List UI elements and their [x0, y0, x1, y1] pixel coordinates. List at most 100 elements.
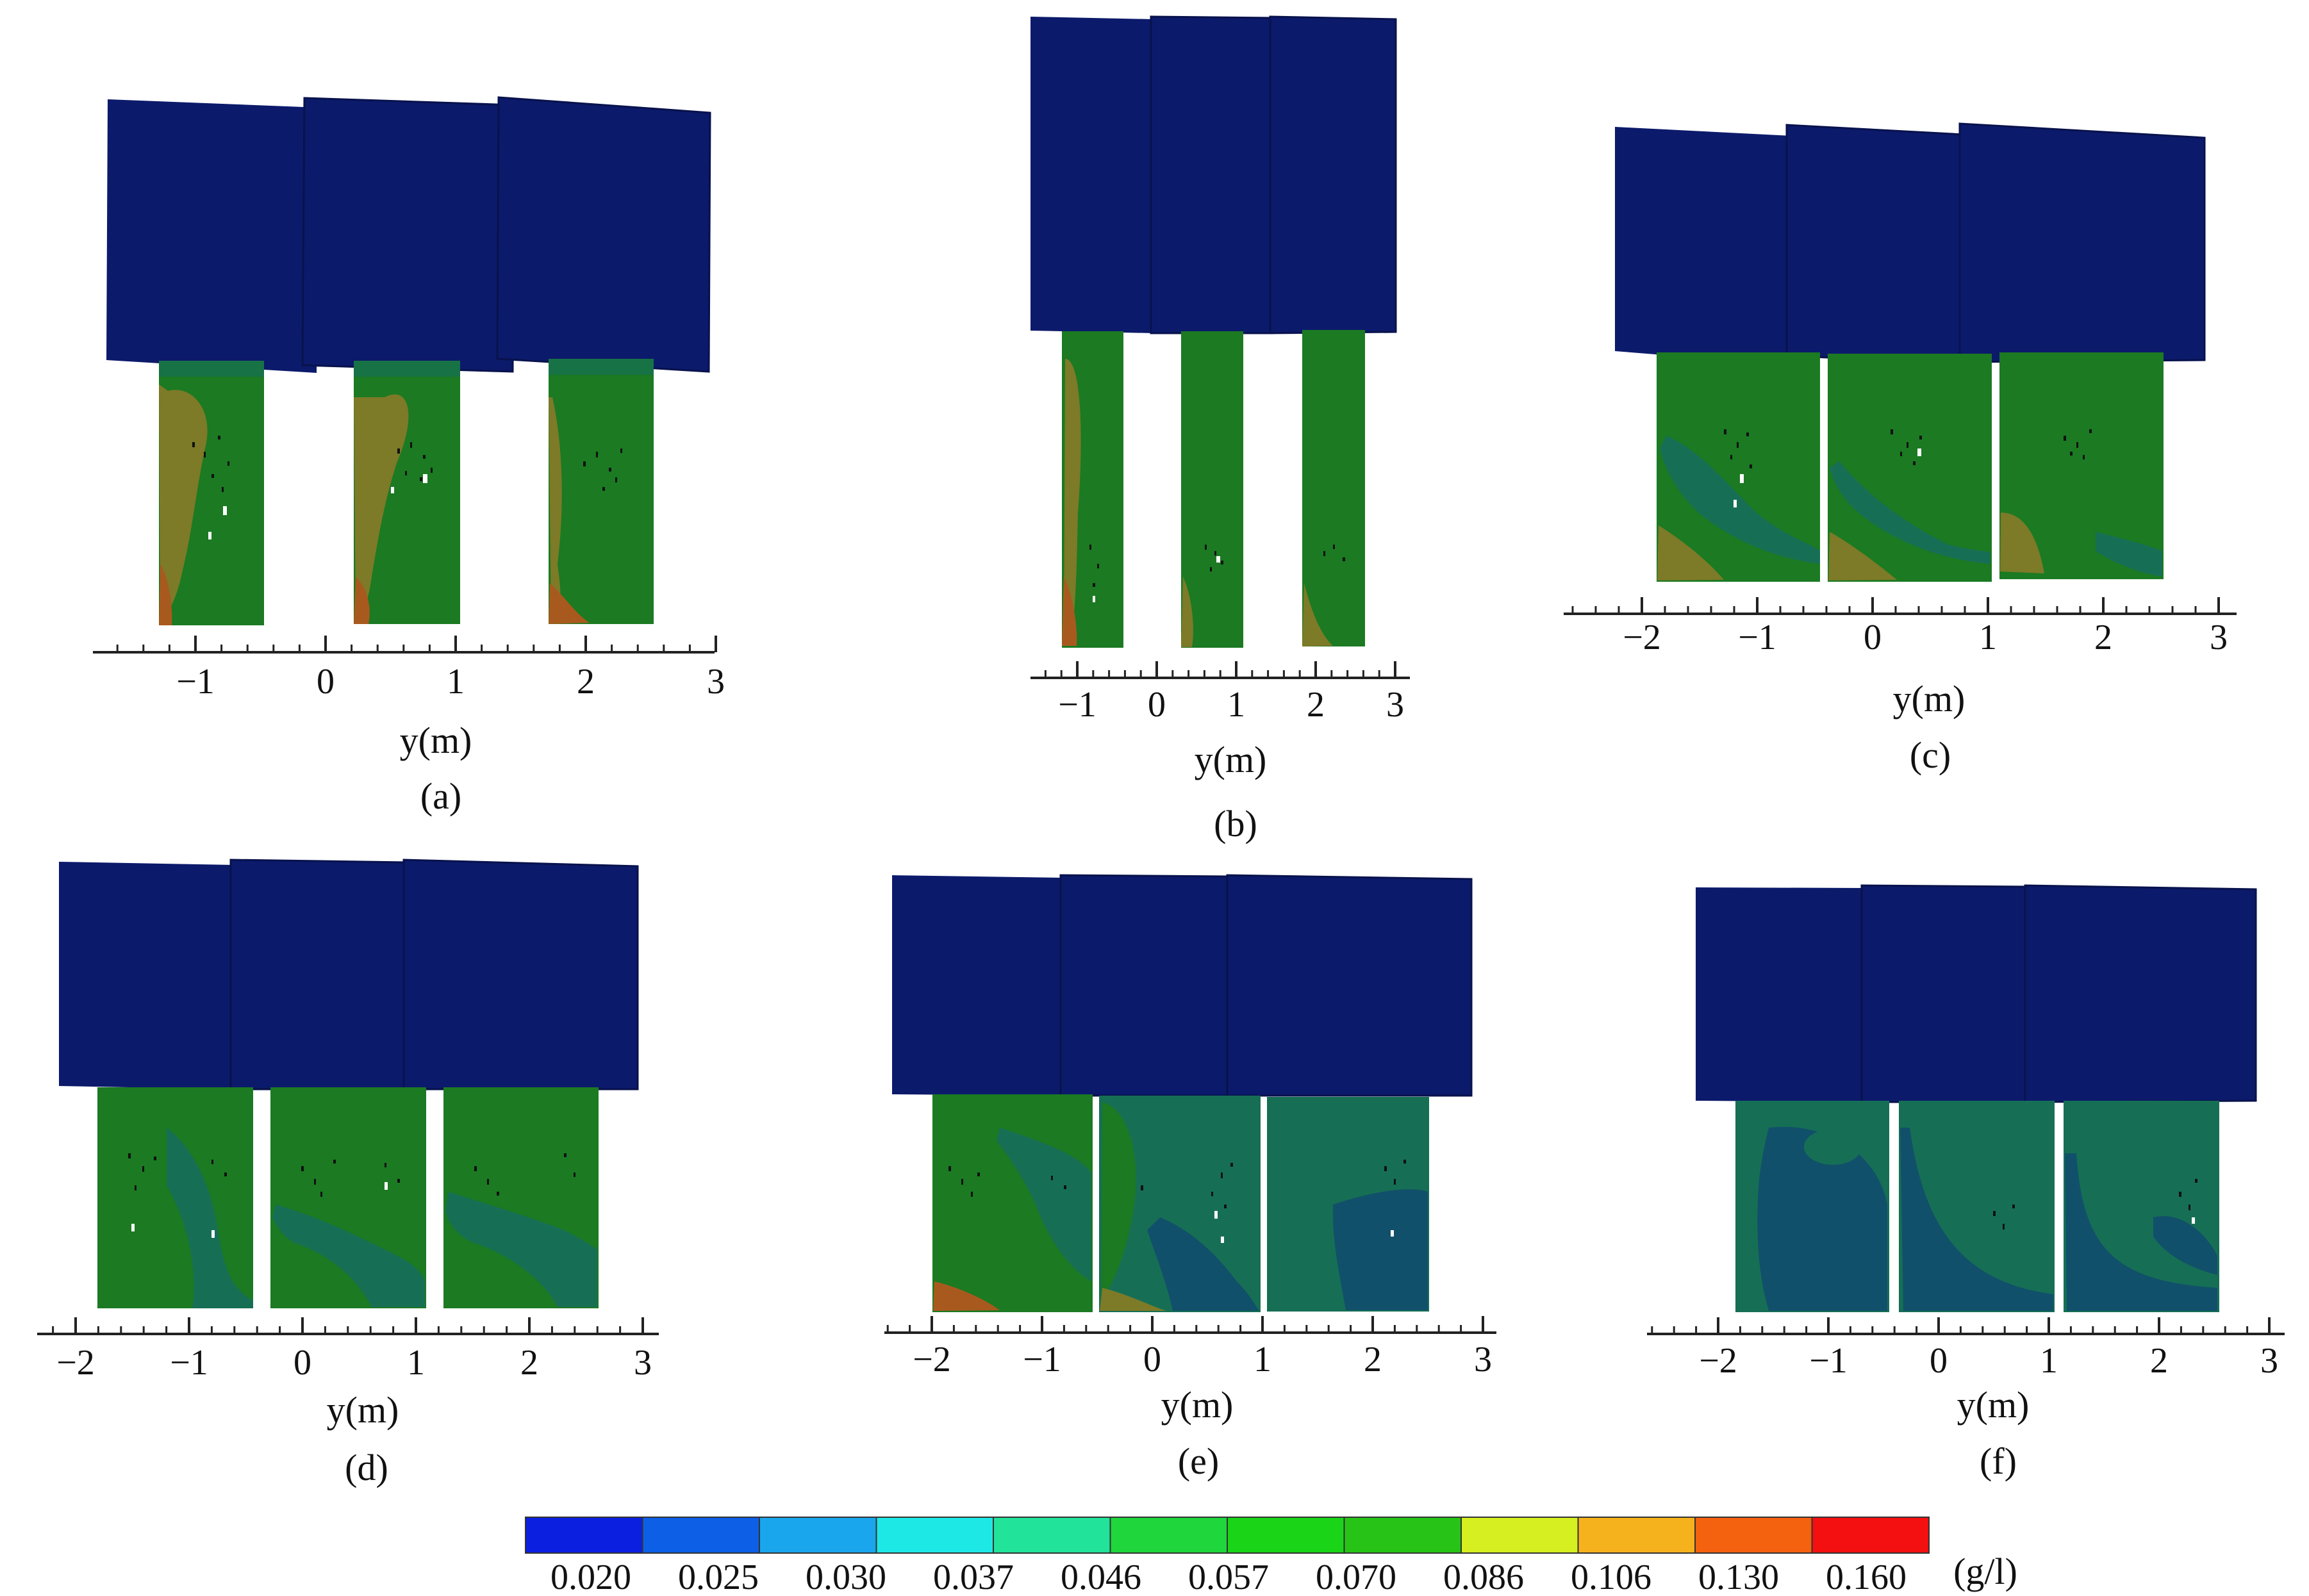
panel-d-roof [59, 859, 639, 1090]
colorbar-swatch [1227, 1517, 1345, 1554]
colorbar-level-label: 0.106 [1571, 1558, 1651, 1596]
panel-b-roof-slab-3 [1269, 15, 1397, 334]
panel-f-tube-2 [1899, 1101, 2055, 1312]
panel-f-tick-label: 2 [2150, 1341, 2168, 1381]
panel-e-tube-2 [1099, 1096, 1261, 1312]
panel-e-tube-1-markers [948, 1166, 1066, 1197]
panel-d-tick-label: 3 [634, 1343, 652, 1383]
panel-e-axis: −2 −1 0 1 2 3 [884, 1316, 1496, 1379]
panel-d-tube-2-markers [301, 1160, 400, 1197]
colorbar-level-label: 0.057 [1188, 1558, 1269, 1596]
panel-e-roof-slab-3 [1226, 874, 1473, 1097]
panel-f-roof-slab-1 [1696, 887, 1865, 1102]
panel-d-roof-slab-2 [229, 859, 408, 1090]
colorbar-labels: 0.020 0.025 0.030 0.037 0.046 0.057 0.070 0.086… [550, 1558, 1907, 1596]
colorbar-swatch [1109, 1517, 1228, 1554]
panel-d: −2 −1 0 1 2 3 y(m) (d) [37, 859, 659, 1488]
panel-e-axis-title: y(m) [1161, 1384, 1234, 1426]
panel-a-roof-slab-1 [106, 99, 319, 373]
colorbar-swatch [1461, 1517, 1579, 1554]
panel-f-label: (f) [1980, 1440, 2017, 1482]
colorbar-level-label: 0.025 [678, 1558, 759, 1596]
panel-f-roof [1696, 884, 2257, 1103]
panel-a-tube-2 [354, 361, 460, 624]
panel-c-tube-1-markers [1724, 429, 1752, 468]
panel-b-roof-slab-2 [1150, 15, 1274, 334]
panel-e-tick-label: −2 [913, 1340, 951, 1379]
colorbar-swatches [525, 1517, 1930, 1554]
panel-d-tube-2 [270, 1087, 426, 1308]
panel-f-axis-title: y(m) [1957, 1384, 2030, 1426]
panel-d-label: (d) [345, 1447, 388, 1488]
panel-e-tube-1 [932, 1094, 1093, 1312]
panel-f-tube-1 [1735, 1101, 1889, 1312]
panel-c: −2 −1 0 1 2 3 y(m) (c) [1564, 122, 2237, 776]
panel-d-tick-label: −1 [170, 1343, 208, 1383]
panel-a-tick-label: 0 [317, 662, 335, 702]
colorbar-swatch [759, 1517, 877, 1554]
panel-b-tube-2-markers [1205, 545, 1223, 572]
panel-d-tick-label: 0 [294, 1343, 311, 1383]
panel-c-tube-1 [1657, 352, 1820, 582]
panel-b-axis: −1 0 1 2 3 [1030, 661, 1410, 725]
panel-a-tube-3 [549, 359, 654, 624]
colorbar-swatch [875, 1517, 994, 1554]
panel-f-tube-3-markers [2179, 1179, 2197, 1210]
colorbar-level-label: 0.046 [1061, 1558, 1141, 1596]
panel-b-tube-1-markers [1089, 545, 1099, 587]
panel-b-tube-3 [1302, 330, 1365, 646]
colorbar-level-label: 0.037 [933, 1558, 1014, 1596]
panel-a-axis: −1 0 1 2 3 [93, 636, 725, 702]
panel-e-roof-slab-2 [1059, 874, 1232, 1097]
colorbar-level-label: 0.086 [1443, 1558, 1524, 1596]
panel-c-roof-slab-1 [1615, 127, 1791, 365]
panel-e-roof [892, 874, 1473, 1097]
panel-c-tick-label: −2 [1623, 618, 1661, 657]
panel-c-tube-2-markers [1891, 429, 1922, 465]
panel-b-tube-1 [1062, 331, 1123, 648]
colorbar-swatch [1577, 1517, 1696, 1554]
colorbar-swatch [1811, 1517, 1930, 1554]
panel-d-axis-title: y(m) [327, 1389, 399, 1431]
panel-b-tick-label: 0 [1148, 685, 1166, 725]
panel-c-roof-slab-3 [1958, 122, 2206, 363]
panel-c-tick-label: 0 [1864, 618, 1882, 657]
colorbar-swatch [525, 1517, 643, 1554]
colorbar-swatch [1694, 1517, 1813, 1554]
colorbar-level-label: 0.160 [1826, 1558, 1907, 1596]
panel-e-tube-3-markers [1384, 1160, 1406, 1185]
panel-e-tick-label: 3 [1474, 1340, 1492, 1379]
panel-f-tick-label: 0 [1930, 1341, 1948, 1381]
panel-d-tube-3-markers [474, 1153, 575, 1196]
panel-e-tube-2-markers [1141, 1163, 1233, 1208]
panel-f-axis: −2 −1 0 1 2 3 [1647, 1317, 2285, 1381]
panel-a-tick-label: 1 [447, 662, 465, 702]
panel-d-axis: −2 −1 0 1 2 3 [37, 1317, 659, 1383]
panel-a-tube-1 [159, 361, 264, 625]
panel-b-tick-label: 2 [1307, 685, 1325, 725]
panel-b-tick-label: −1 [1058, 685, 1097, 725]
panel-c-tick-label: 1 [1979, 618, 1997, 657]
panel-c-roof [1615, 122, 2206, 365]
panel-e-roof-slab-1 [892, 875, 1064, 1096]
panel-f-roof-slab-3 [2024, 884, 2257, 1103]
colorbar-level-label: 0.070 [1316, 1558, 1396, 1596]
panel-b-tick-label: 1 [1227, 685, 1245, 725]
colorbar-swatch [1343, 1517, 1462, 1554]
panel-a-roof-slab-3 [496, 96, 711, 373]
panel-f-tick-label: 3 [2260, 1341, 2278, 1381]
colorbar-level-label: 0.030 [806, 1558, 886, 1596]
panel-c-roof-slab-2 [1785, 124, 1965, 365]
panel-e-label: (e) [1178, 1440, 1219, 1482]
panel-b-roof [1030, 15, 1397, 334]
panel-d-tick-label: −2 [56, 1343, 95, 1383]
colorbar: 0.020 0.025 0.030 0.037 0.046 0.057 0.070 0.086… [525, 1517, 2017, 1596]
panel-a-tube-1-markers [192, 436, 229, 492]
panel-c-axis: −2 −1 0 1 2 3 [1564, 597, 2237, 657]
panel-e-tick-label: 1 [1254, 1340, 1271, 1379]
colorbar-swatch [641, 1517, 760, 1554]
colorbar-swatch [993, 1517, 1111, 1554]
colorbar-level-label: 0.130 [1698, 1558, 1779, 1596]
panel-b-tick-label: 3 [1386, 685, 1404, 725]
